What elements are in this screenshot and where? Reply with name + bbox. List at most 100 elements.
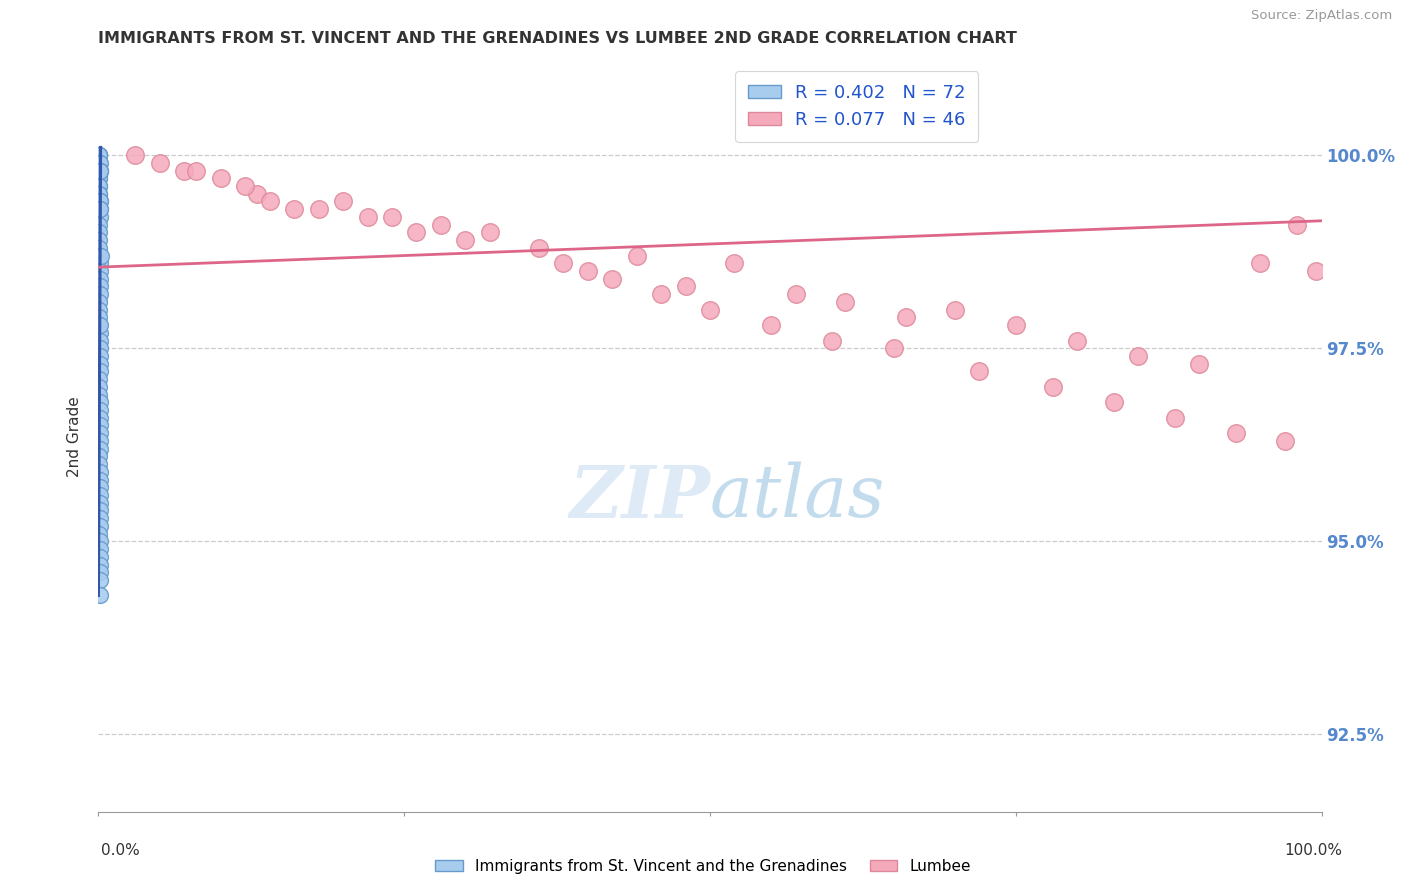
Point (89, 573, 111, 587)
Point (527, 241, 550, 255)
Point (89, 534, 111, 549)
Point (967, 364, 990, 378)
Point (89, 233, 111, 247)
Point (89, 434, 111, 448)
Point (89, 194, 111, 209)
Point (89, 473, 111, 487)
Point (1188, 357, 1211, 371)
Point (785, 287, 807, 301)
Point (87, 148, 110, 162)
Point (89, 302, 111, 317)
Point (90, 248, 112, 262)
Point (1128, 349, 1150, 363)
Point (89, 310, 111, 325)
Point (89, 380, 111, 394)
Point (283, 202, 305, 217)
Point (1225, 426, 1247, 441)
Point (89, 549, 111, 564)
Point (1274, 434, 1296, 448)
Point (89, 542, 111, 557)
Point (381, 210, 404, 224)
Point (1042, 380, 1064, 394)
Point (89, 341, 111, 355)
Point (87, 171, 110, 186)
Point (1004, 318, 1026, 332)
Point (209, 171, 232, 186)
Point (87, 148, 110, 162)
Point (87, 148, 110, 162)
Point (89, 326, 111, 340)
Point (332, 194, 354, 209)
Point (356, 210, 378, 224)
Point (89, 372, 111, 386)
Point (89, 318, 111, 332)
Point (553, 256, 575, 270)
Point (87, 148, 110, 162)
Point (454, 233, 477, 247)
Text: atlas: atlas (710, 462, 886, 533)
Point (89, 186, 111, 201)
Point (89, 589, 111, 603)
Point (233, 179, 256, 194)
Point (89, 194, 111, 209)
Point (89, 503, 111, 517)
Point (821, 334, 844, 348)
Point (89, 511, 111, 525)
Point (89, 442, 111, 456)
Point (89, 271, 111, 285)
Point (89, 488, 111, 502)
Point (699, 302, 721, 317)
Point (89, 410, 111, 425)
Point (89, 403, 111, 417)
Text: 0.0%: 0.0% (101, 843, 141, 857)
Legend: R = 0.402   N = 72, R = 0.077   N = 46: R = 0.402 N = 72, R = 0.077 N = 46 (735, 71, 979, 142)
Point (87, 294, 110, 309)
Point (89, 426, 111, 441)
Point (89, 202, 111, 217)
Point (1066, 334, 1088, 348)
Point (89, 163, 111, 178)
Point (478, 226, 501, 240)
Point (405, 226, 427, 240)
Point (89, 186, 111, 201)
Point (761, 318, 783, 332)
Point (173, 163, 195, 178)
Point (675, 279, 697, 293)
Point (576, 264, 599, 278)
Text: ZIP: ZIP (569, 461, 710, 533)
Text: 100.0%: 100.0% (1285, 843, 1343, 857)
Point (883, 341, 905, 355)
Point (308, 202, 330, 217)
Point (89, 279, 111, 293)
Point (600, 271, 623, 285)
Point (89, 156, 111, 170)
Point (87, 226, 110, 240)
Point (1250, 256, 1272, 270)
Point (430, 218, 453, 232)
Point (89, 519, 111, 533)
Point (89, 163, 111, 178)
Point (87, 218, 110, 232)
Legend: Immigrants from St. Vincent and the Grenadines, Lumbee: Immigrants from St. Vincent and the Gren… (429, 853, 977, 880)
Point (87, 171, 110, 186)
Point (626, 248, 648, 262)
Point (89, 241, 111, 255)
Point (186, 163, 208, 178)
Point (89, 418, 111, 433)
Point (89, 457, 111, 471)
Point (894, 310, 917, 325)
Point (89, 287, 111, 301)
Point (89, 256, 111, 270)
Point (89, 480, 111, 494)
Point (89, 450, 111, 464)
Point (89, 364, 111, 378)
Point (943, 302, 966, 317)
Point (89, 387, 111, 401)
Point (89, 395, 111, 409)
Point (650, 287, 672, 301)
Point (124, 148, 146, 162)
Point (259, 194, 281, 209)
Point (89, 465, 111, 479)
Point (1286, 218, 1309, 232)
Point (89, 566, 111, 580)
